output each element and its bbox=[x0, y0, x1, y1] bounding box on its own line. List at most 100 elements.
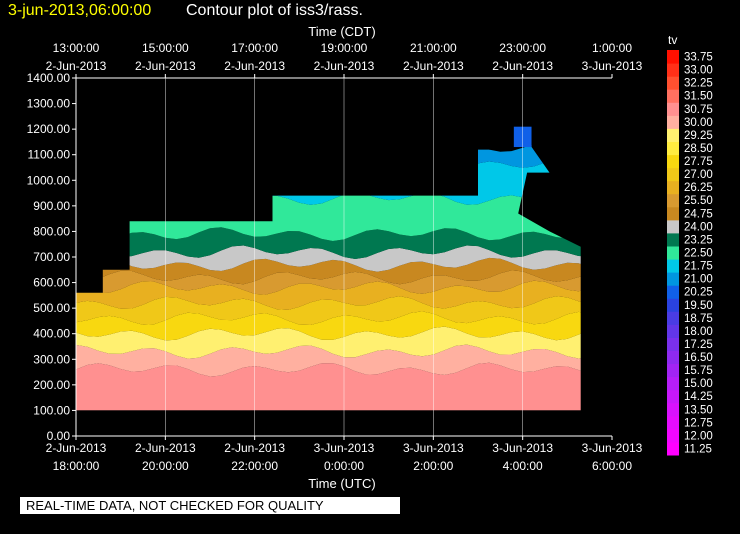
colorbar-level-label: 24.75 bbox=[684, 208, 713, 220]
colorbar-level-label: 28.50 bbox=[684, 143, 713, 155]
colorbar-swatch bbox=[667, 337, 679, 351]
y-tick-label: 800.00 bbox=[33, 224, 70, 238]
colorbar-level-label: 27.75 bbox=[684, 156, 713, 168]
colorbar-level-label: 17.25 bbox=[684, 339, 713, 351]
y-tick-label: 200.00 bbox=[33, 378, 70, 392]
colorbar-level-label: 12.75 bbox=[684, 417, 713, 429]
colorbar-level-label: 20.25 bbox=[684, 287, 713, 299]
colorbar-level-label: 32.25 bbox=[684, 78, 713, 90]
x-top-tick-label-date: 2-Jun-2013 bbox=[46, 59, 107, 73]
colorbar-level-label: 25.50 bbox=[684, 195, 713, 207]
colorbar-swatch bbox=[667, 89, 679, 103]
data-quality-disclaimer: REAL-TIME DATA, NOT CHECKED FOR QUALITY bbox=[20, 497, 400, 514]
y-tick-label: 1300.00 bbox=[27, 97, 71, 111]
x-top-tick-label-time: 15:00:00 bbox=[142, 41, 189, 55]
colorbar-level-label: 12.00 bbox=[684, 430, 713, 442]
y-tick-label: 700.00 bbox=[33, 250, 70, 264]
colorbar-swatch bbox=[667, 259, 679, 273]
x-tick-label-date: 3-Jun-2013 bbox=[582, 441, 643, 455]
x-tick-label-date: 2-Jun-2013 bbox=[224, 441, 285, 455]
colorbar-swatch bbox=[667, 219, 679, 234]
colorbar-level-label: 33.00 bbox=[684, 65, 713, 77]
colorbar-level-label: 14.25 bbox=[684, 391, 713, 403]
x-tick-label-date: 3-Jun-2013 bbox=[314, 441, 375, 455]
colorbar-level-label: 29.25 bbox=[684, 130, 713, 142]
colorbar-swatch bbox=[667, 350, 679, 365]
x-top-tick-label-time: 23:00:00 bbox=[499, 41, 546, 55]
x-top-tick-label-time: 21:00:00 bbox=[410, 41, 457, 55]
colorbar-swatch bbox=[667, 298, 679, 312]
x-top-tick-label-date: 2-Jun-2013 bbox=[135, 59, 196, 73]
y-tick-label: 500.00 bbox=[33, 301, 70, 315]
colorbar-level-label: 33.75 bbox=[684, 52, 713, 64]
colorbar-level-label: 19.50 bbox=[684, 300, 713, 312]
y-tick-label: 1400.00 bbox=[27, 71, 71, 85]
colorbar-swatch bbox=[667, 167, 679, 182]
y-tick-label: 300.00 bbox=[33, 352, 70, 366]
y-tick-label: 1000.00 bbox=[27, 173, 71, 187]
colorbar-swatch bbox=[667, 63, 679, 77]
colorbar-label: tv bbox=[668, 33, 677, 47]
y-tick-label: 900.00 bbox=[33, 199, 70, 213]
colorbar-level-label: 31.50 bbox=[684, 91, 713, 103]
colorbar-level-label: 21.75 bbox=[684, 261, 713, 273]
colorbar-swatch bbox=[667, 141, 679, 156]
x-tick-label-time: 18:00:00 bbox=[53, 459, 100, 473]
colorbar-swatch bbox=[667, 441, 679, 456]
y-tick-label: 1200.00 bbox=[27, 122, 71, 136]
x-tick-label-date: 2-Jun-2013 bbox=[46, 441, 107, 455]
x-top-tick-label-time: 1:00:00 bbox=[592, 41, 632, 55]
colorbar-swatch bbox=[667, 324, 679, 338]
colorbar-swatch bbox=[667, 206, 679, 221]
colorbar-swatch bbox=[667, 246, 679, 260]
colorbar: 11.25 12.0012.7513.5014.2515.0015.7516.50… bbox=[667, 50, 713, 456]
colorbar-swatch bbox=[667, 376, 679, 391]
colorbar-level-label: 11.25 bbox=[684, 444, 712, 456]
colorbar-level-label: 13.50 bbox=[684, 404, 713, 416]
colorbar-level-label: 24.00 bbox=[684, 221, 713, 233]
x-tick-label-date: 3-Jun-2013 bbox=[403, 441, 464, 455]
x-axis-top-label: Time (CDT) bbox=[308, 24, 375, 39]
y-tick-label: 1100.00 bbox=[28, 148, 71, 162]
x-tick-label-time: 6:00:00 bbox=[592, 459, 632, 473]
colorbar-swatch bbox=[667, 272, 679, 286]
x-top-tick-label-time: 13:00:00 bbox=[53, 41, 100, 55]
colorbar-swatch bbox=[667, 193, 679, 208]
x-axis-ticks: 2-Jun-2013 18:00:00 2-Jun-2013 20:00:00 2-Ju… bbox=[46, 41, 643, 473]
x-tick-label-time: 2:00:00 bbox=[413, 459, 453, 473]
colorbar-level-label: 15.00 bbox=[684, 378, 713, 390]
x-top-tick-label-date: 2-Jun-2013 bbox=[403, 59, 464, 73]
x-top-tick-label-date: 3-Jun-2013 bbox=[582, 59, 643, 73]
x-top-tick-label-time: 19:00:00 bbox=[321, 41, 368, 55]
x-top-tick-label-date: 2-Jun-2013 bbox=[224, 59, 285, 73]
colorbar-level-label: 18.75 bbox=[684, 313, 713, 325]
colorbar-swatch bbox=[667, 232, 679, 247]
colorbar-swatch bbox=[667, 311, 679, 325]
colorbar-swatch bbox=[667, 115, 679, 129]
x-tick-label-date: 3-Jun-2013 bbox=[492, 441, 553, 455]
plot-title: Contour plot of iss3/rass. bbox=[186, 2, 363, 19]
colorbar-level-label: 30.00 bbox=[684, 117, 713, 129]
colorbar-swatch bbox=[667, 389, 679, 404]
y-axis-ticks: 0.00 100.00 200.00 300.00 400.00 500.00 600.00… bbox=[27, 71, 76, 443]
x-top-tick-label-time: 17:00:00 bbox=[231, 41, 278, 55]
x-axis-bottom-label: Time (UTC) bbox=[308, 476, 375, 491]
colorbar-swatch bbox=[667, 363, 679, 378]
y-tick-label: 100.00 bbox=[33, 403, 70, 417]
x-tick-label-time: 4:00:00 bbox=[503, 459, 543, 473]
colorbar-level-label: 22.50 bbox=[684, 248, 713, 260]
y-tick-label: 0.00 bbox=[47, 429, 71, 443]
x-tick-label-time: 0:00:00 bbox=[324, 459, 364, 473]
y-tick-label: 400.00 bbox=[33, 327, 70, 341]
x-top-tick-label-date: 2-Jun-2013 bbox=[492, 59, 553, 73]
colorbar-level-label: 27.00 bbox=[684, 169, 713, 181]
colorbar-swatch bbox=[667, 50, 679, 64]
x-tick-label-time: 22:00:00 bbox=[231, 459, 278, 473]
colorbar-swatch bbox=[667, 415, 679, 430]
colorbar-level-label: 21.00 bbox=[684, 274, 713, 286]
colorbar-level-label: 26.25 bbox=[684, 182, 713, 194]
colorbar-level-label: 16.50 bbox=[684, 352, 713, 364]
colorbar-swatch bbox=[667, 285, 679, 299]
x-top-tick-label-date: 2-Jun-2013 bbox=[314, 59, 375, 73]
